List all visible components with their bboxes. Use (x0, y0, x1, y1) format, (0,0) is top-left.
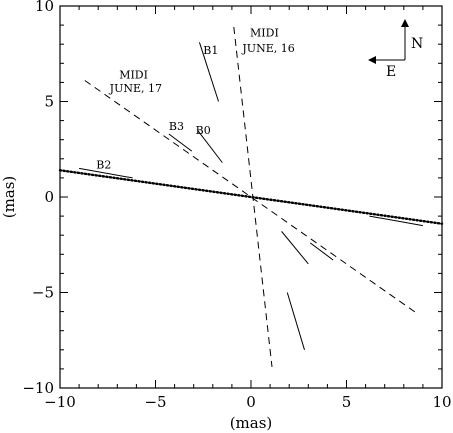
b3-lower-line (309, 242, 334, 261)
b2-left-line (79, 167, 133, 179)
b3-upper-line (168, 133, 193, 152)
x-tick-label: 10 (432, 393, 451, 411)
y-tick-label: −5 (32, 284, 54, 302)
y-axis-label: (mas) (0, 176, 18, 219)
fit-line-line (58, 169, 444, 225)
b3-label: B3 (169, 120, 184, 133)
x-tick-label: −5 (144, 393, 166, 411)
compass: N E (368, 19, 423, 80)
compass-north-label: N (411, 36, 423, 52)
y-tick-label: 10 (35, 0, 54, 15)
midi-17-label-1: MIDI (119, 69, 148, 82)
x-tick-label: −10 (44, 393, 76, 411)
b1-label: B1 (203, 44, 218, 57)
b0-upper-line (197, 129, 223, 163)
y-tick-label: −10 (22, 379, 54, 397)
b0-lower-line (281, 231, 309, 265)
b2-label: B2 (96, 158, 111, 171)
x-tick-label: 5 (342, 393, 352, 411)
midi-june-17-line (84, 80, 418, 314)
midi-16-label-2: JUNE, 16 (241, 42, 294, 55)
axis-tick-labels: −10 −5 0 5 10 −10 −5 0 5 10 (22, 0, 451, 411)
b0-label: B0 (196, 124, 211, 137)
compass-east-label: E (386, 64, 396, 80)
y-tick-label: 5 (44, 93, 54, 111)
b1-lower-line (286, 292, 305, 350)
x-tick-label: 0 (246, 393, 256, 411)
series-lines (58, 26, 444, 368)
east-arrow-head (368, 56, 376, 64)
midi-17-label-2: JUNE, 17 (109, 82, 162, 95)
midi-16-label-1: MIDI (250, 27, 279, 40)
b1-upper-line (198, 42, 220, 102)
north-arrow-head (401, 19, 409, 27)
axis-ticks (59, 5, 443, 389)
y-tick-label: 0 (44, 188, 54, 206)
b2-right-line (369, 215, 423, 227)
x-axis-label: (mas) (230, 414, 273, 432)
